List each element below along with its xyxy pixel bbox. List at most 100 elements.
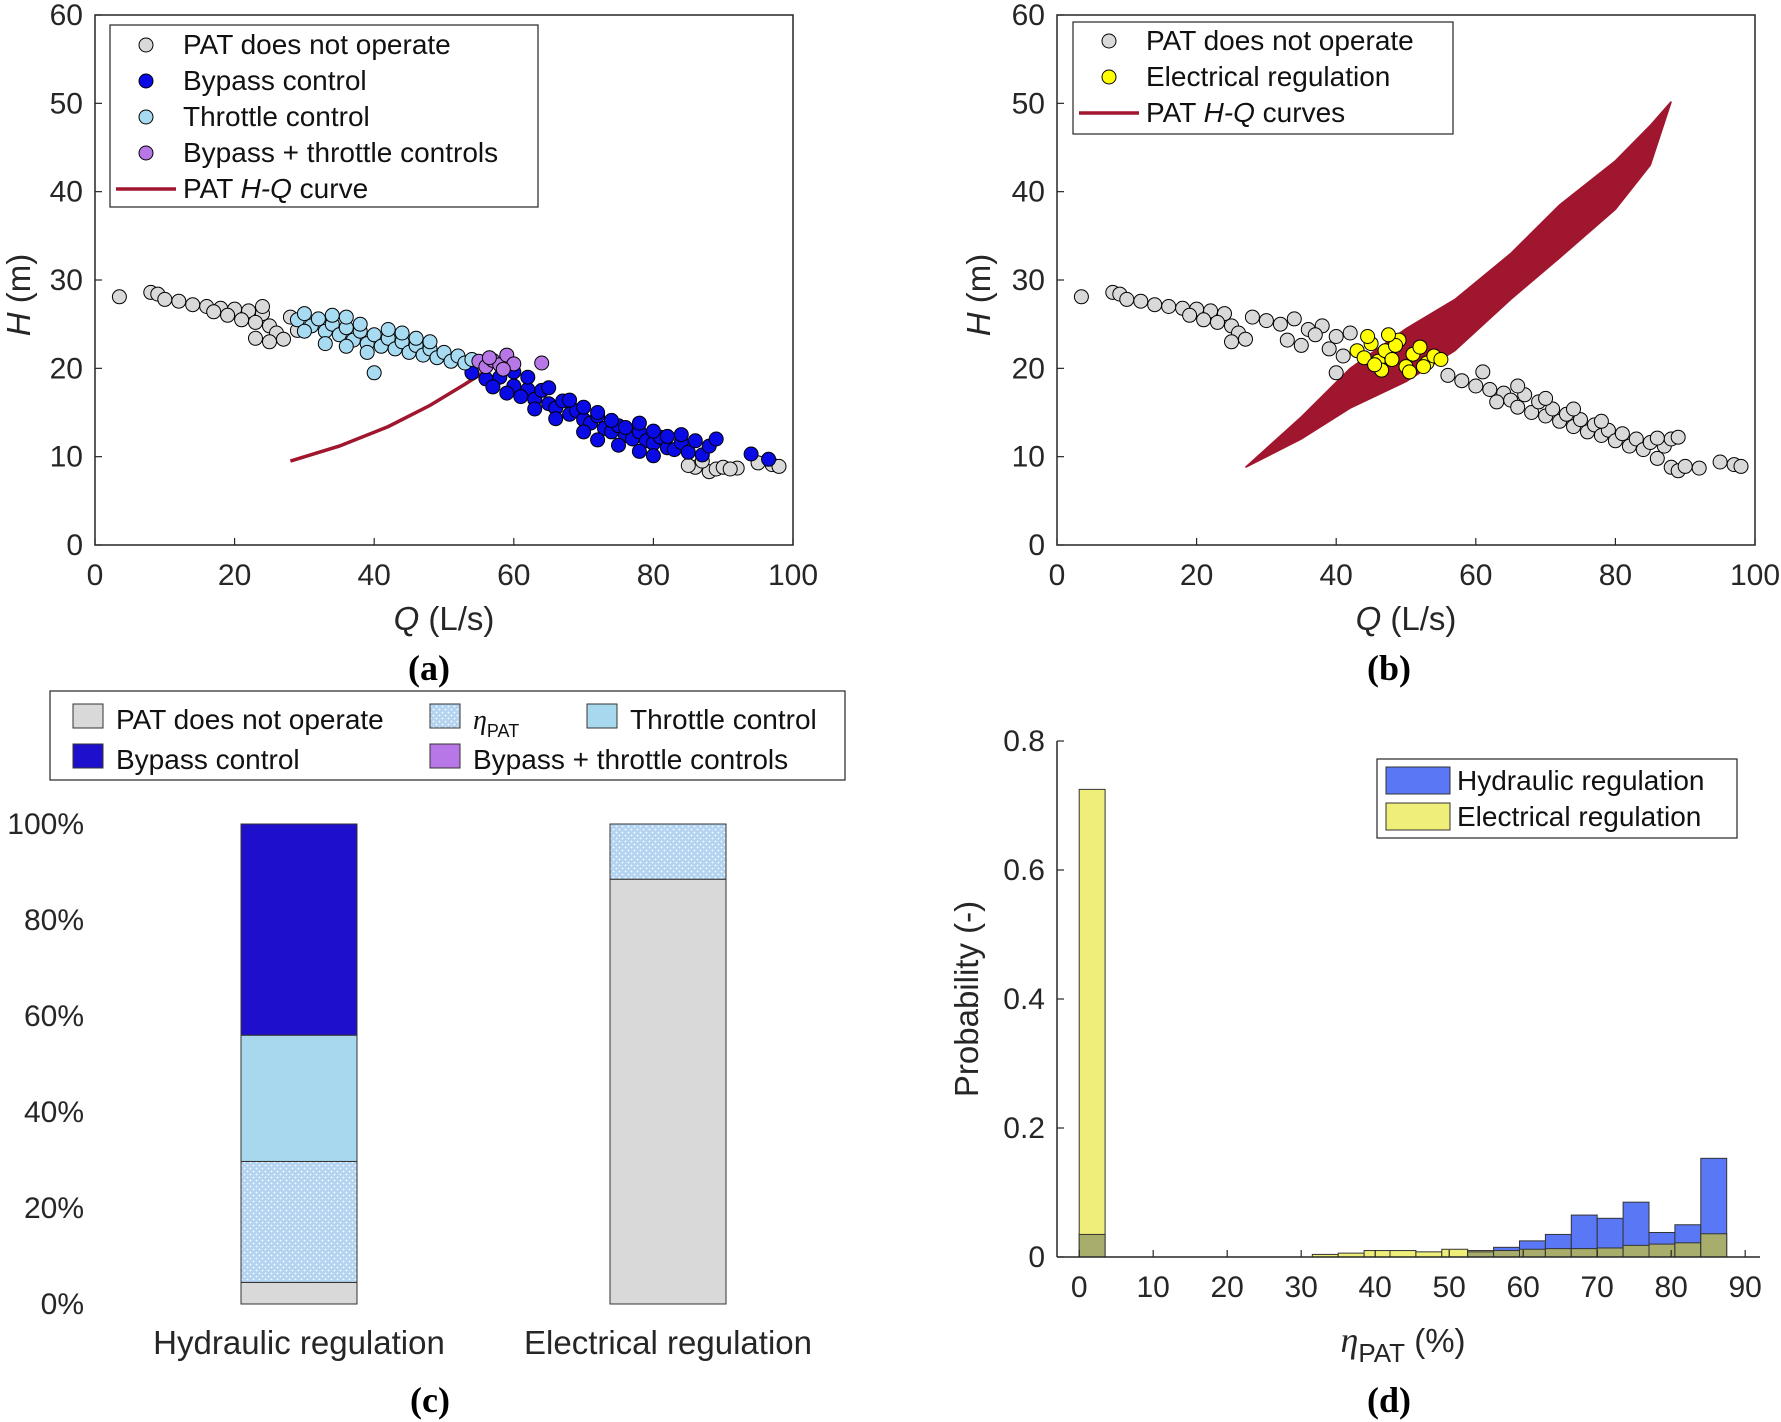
chart-d-x-tick-label: 10 xyxy=(1137,1271,1170,1304)
chart-d-y-tick-label: 0.8 xyxy=(1003,725,1045,758)
chart-b-point-not-operate xyxy=(1566,401,1581,417)
chart-b-x-tick-label: 100 xyxy=(1730,559,1780,592)
chart-a-x-tick-label: 20 xyxy=(218,559,251,592)
chart-a-point-bypass xyxy=(687,433,703,449)
chart-c-y-tick-label: 0% xyxy=(41,1288,84,1321)
chart-a-point-throttle xyxy=(296,323,312,339)
chart-a-point-bypass xyxy=(631,443,647,459)
chart-a-point-throttle xyxy=(317,336,333,352)
chart-a-point-not-operate xyxy=(206,304,222,320)
chart-a-y-tick-label: 40 xyxy=(50,176,83,209)
chart-b-x-tick-label: 20 xyxy=(1180,559,1213,592)
panel-label-c: (c) xyxy=(410,1380,450,1420)
chart-c-y-tick-label: 40% xyxy=(24,1096,84,1129)
chart-b-point-not-operate xyxy=(1328,365,1344,381)
legend-c-throttle-swatch xyxy=(586,703,618,729)
chart-d-x-tick-label: 90 xyxy=(1729,1271,1762,1304)
chart-b-point-not-operate xyxy=(1210,314,1225,330)
chart-a-point-bypass xyxy=(485,379,501,395)
chart-b-point-not-operate xyxy=(1244,309,1260,325)
chart-a-point-bypass-throttle xyxy=(481,350,497,366)
chart-b-legend: PAT does not operate Electrical regulati… xyxy=(1072,21,1454,135)
chart-d-hist-overlap-bar xyxy=(1467,1251,1495,1258)
chart-b-point-not-operate xyxy=(1475,364,1491,380)
chart-c-bar-segment xyxy=(609,878,727,1305)
legend-a-bypass-marker xyxy=(138,73,154,89)
chart-b-point-not-operate xyxy=(1147,297,1163,313)
chart-b-point-not-operate xyxy=(1119,291,1135,307)
chart-c-y-tick-label: 80% xyxy=(24,904,84,937)
chart-b-point-not-operate xyxy=(1593,413,1609,429)
chart-a-y-tick-label: 0 xyxy=(66,529,83,562)
chart-a: 0 20 40 60 80 100 0 10 20 30 40 50 60 Q (L/s) H (m)… xyxy=(0,0,818,688)
chart-a-x-label: Q (L/s) xyxy=(394,600,495,637)
chart-c-bar-segment xyxy=(609,823,727,880)
chart-a-point-bypass xyxy=(604,412,619,428)
legend-c-eta-label: ηPAT xyxy=(473,705,519,741)
chart-d-hist-overlap-bar xyxy=(1596,1247,1624,1258)
legend-b-not-operate-marker xyxy=(1101,33,1117,49)
chart-a-point-not-operate xyxy=(771,458,787,474)
chart-b-point-not-operate xyxy=(1545,401,1561,417)
chart-b-y-tick-label: 0 xyxy=(1028,529,1045,562)
chart-b-point-electrical xyxy=(1384,352,1400,367)
chart-b-y-tick-label: 30 xyxy=(1012,264,1045,297)
legend-c-bypass-throttle-label: Bypass + throttle controls xyxy=(473,744,788,775)
chart-d-hist-bar xyxy=(1363,1250,1391,1258)
chart-b-point-not-operate xyxy=(1196,312,1212,328)
chart-a-point-throttle xyxy=(366,365,382,381)
legend-b-hq-label: PAT H-Q curves xyxy=(1146,97,1345,128)
chart-d-hist-bar xyxy=(1078,788,1106,1258)
chart-a-point-not-operate xyxy=(220,307,236,323)
chart-b-x-tick-label: 40 xyxy=(1320,559,1353,592)
chart-a-legend: PAT does not operate Bypass control Thro… xyxy=(109,24,539,208)
panel-label-d: (d) xyxy=(1367,1380,1411,1420)
legend-b-not-operate-label: PAT does not operate xyxy=(1146,25,1414,56)
legend-c-not-operate-label: PAT does not operate xyxy=(116,704,384,735)
chart-b-point-electrical xyxy=(1356,350,1372,366)
chart-b-y-tick-label: 40 xyxy=(1012,176,1045,209)
chart-a-point-throttle xyxy=(338,309,354,325)
chart-c-y-ticks: 0% 20% 40% 60% 80% 100% xyxy=(7,808,84,1321)
chart-a-point-bypass xyxy=(520,369,536,385)
chart-b-point-electrical xyxy=(1433,352,1449,367)
chart-b-y-tick-label: 20 xyxy=(1012,352,1045,385)
chart-d-x-tick-label: 50 xyxy=(1433,1271,1466,1304)
chart-c-bar-segment xyxy=(240,1160,358,1283)
chart-a-y-tick-label: 50 xyxy=(50,87,83,120)
chart-a-point-bypass xyxy=(673,427,689,443)
chart-a-point-bypass xyxy=(541,380,557,396)
chart-a-point-throttle xyxy=(310,311,326,327)
chart-b-point-not-operate xyxy=(1670,429,1686,445)
chart-a-y-tick-label: 10 xyxy=(50,441,83,474)
chart-a-point-bypass xyxy=(576,399,592,415)
chart-c: 0% 20% 40% 60% 80% 100% Hydraulic regulation E… xyxy=(7,690,848,1420)
chart-a-point-bypass xyxy=(659,428,675,444)
chart-b-point-not-operate xyxy=(1286,311,1302,327)
chart-a-point-throttle xyxy=(380,322,396,337)
legend-a-bypass-label: Bypass control xyxy=(183,65,367,96)
chart-b-point-not-operate xyxy=(1614,426,1630,442)
chart-b-point-electrical xyxy=(1388,337,1403,353)
chart-d-bars-layer xyxy=(1078,788,1728,1258)
chart-a-x-tick-label: 0 xyxy=(87,559,104,592)
chart-d-hist-overlap-bar xyxy=(1544,1248,1572,1258)
chart-a-point-throttle xyxy=(296,306,312,322)
chart-c-bar-segment xyxy=(240,1281,358,1305)
chart-a-point-throttle xyxy=(394,325,410,341)
chart-b-point-not-operate xyxy=(1073,289,1089,305)
chart-b-point-electrical xyxy=(1367,357,1383,373)
legend-c-not-operate-swatch xyxy=(72,703,104,729)
chart-a-point-not-operate xyxy=(262,334,277,350)
chart-d-x-ticks: 0 10 20 30 40 50 60 70 80 90 xyxy=(1071,1250,1762,1304)
chart-b-point-not-operate xyxy=(1524,405,1540,420)
legend-a-not-operate-marker xyxy=(138,37,154,53)
chart-c-bar-segment xyxy=(240,1034,358,1162)
chart-c-y-tick-label: 20% xyxy=(24,1192,84,1225)
chart-b-point-not-operate xyxy=(1307,327,1323,343)
chart-d-x-tick-label: 30 xyxy=(1285,1271,1318,1304)
chart-b-point-not-operate xyxy=(1649,430,1665,446)
chart-d-hist-bar xyxy=(1441,1248,1469,1258)
chart-a-point-not-operate xyxy=(111,289,127,305)
chart-b-point-not-operate xyxy=(1342,325,1358,341)
